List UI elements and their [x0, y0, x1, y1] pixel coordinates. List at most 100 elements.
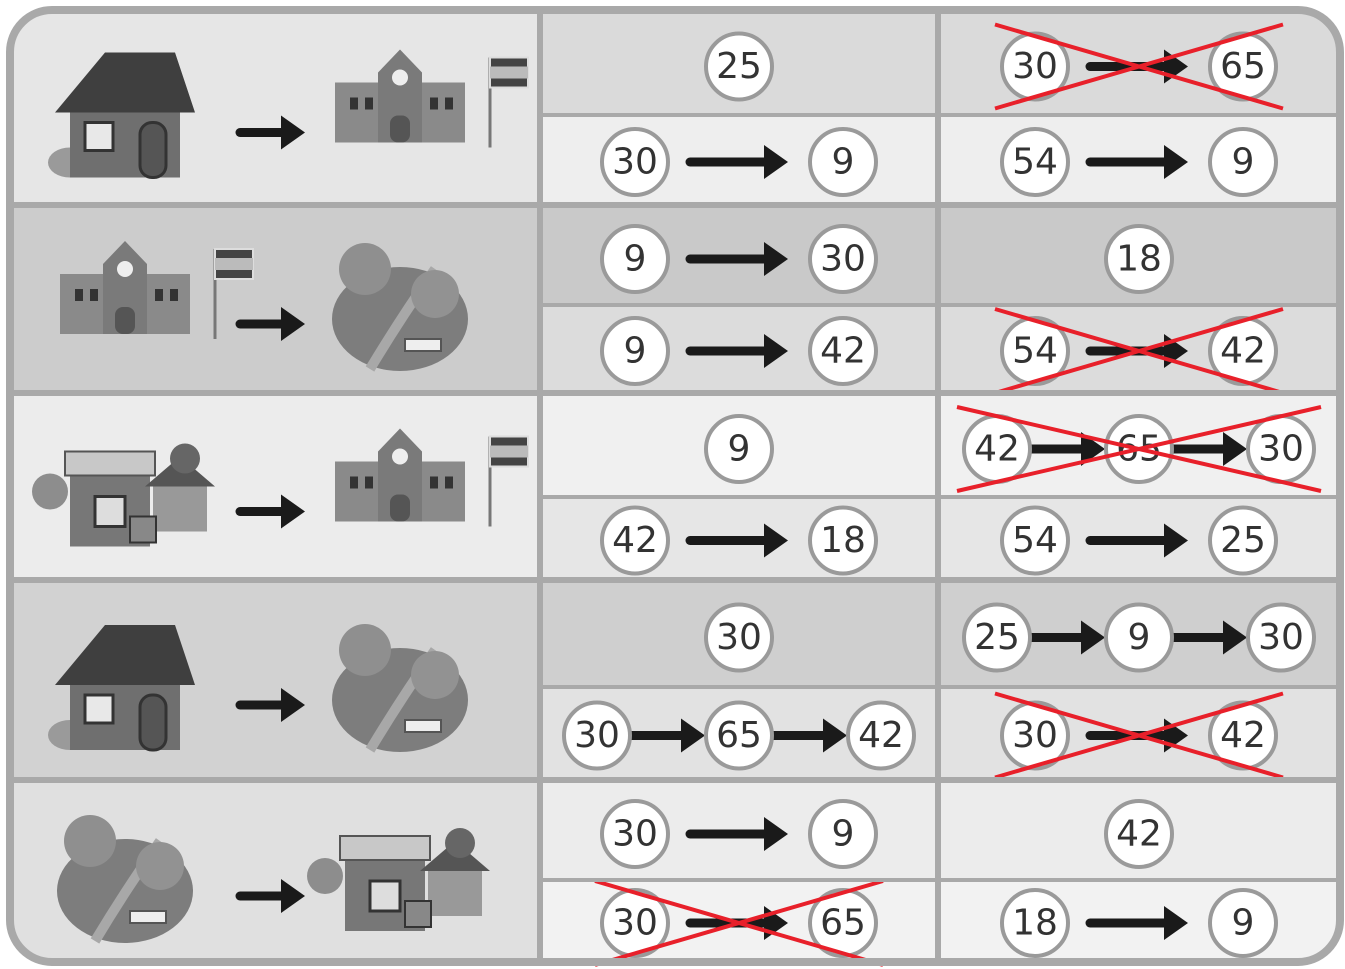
stop-circle [600, 888, 670, 958]
arrow-head [681, 718, 705, 753]
shop-awning [339, 835, 431, 861]
stop-circle [1208, 888, 1278, 958]
table-row: 25 30 9 30 65 54 9 [48, 22, 1284, 197]
stop-number: 30 [612, 814, 658, 855]
stop-number: 9 [1232, 142, 1255, 183]
stop-circle [808, 505, 878, 576]
tree [64, 815, 116, 867]
cross-out [594, 879, 884, 967]
stop-circle [1208, 505, 1278, 576]
arrow-head [764, 817, 788, 851]
stop-number: 30 [612, 142, 658, 183]
stop-number: 18 [1012, 903, 1058, 944]
arrow-head [281, 879, 305, 913]
school-window [350, 476, 358, 489]
house-window [83, 121, 115, 152]
arrow-head [764, 334, 788, 368]
stop-circle [1000, 31, 1070, 102]
house-roof [55, 52, 195, 113]
stop-number: 54 [1012, 520, 1058, 561]
stop-number: 65 [716, 715, 762, 756]
stop-circle [962, 602, 1032, 673]
cross-out [994, 22, 1284, 111]
crate [129, 515, 157, 544]
stop-number: 30 [820, 239, 866, 280]
stop-circle [1000, 316, 1070, 386]
shop-window [93, 495, 127, 528]
flag-stripe [490, 445, 528, 458]
stop-circle [1208, 700, 1278, 771]
school-clock [392, 448, 408, 465]
stop-circle [1104, 602, 1174, 673]
stop-circle [808, 127, 878, 197]
arrow-head [281, 115, 305, 150]
table-row: 30 9 30 65 42 18 9 [57, 799, 1278, 967]
arrow-head [823, 718, 847, 753]
stop-number: 65 [820, 903, 866, 944]
school-window [365, 476, 373, 489]
stop-circle [1104, 799, 1174, 869]
stop-circle [600, 799, 670, 869]
tree [339, 243, 391, 295]
stop-circle [704, 700, 774, 771]
stop-number: 9 [1232, 903, 1255, 944]
stop-number: 9 [832, 142, 855, 183]
cross-out [956, 405, 1322, 493]
school-clock [117, 261, 133, 277]
table-row: 30 30 65 42 25 9 30 30 42 [48, 602, 1316, 780]
school-tower [378, 49, 422, 143]
stop-number: 42 [1116, 814, 1162, 855]
stop-circle [1104, 224, 1174, 294]
tree [411, 651, 459, 699]
school-door [390, 115, 410, 143]
house-roof [55, 625, 195, 685]
school-tower [378, 428, 422, 522]
school-tower [103, 241, 147, 334]
tree [339, 624, 391, 676]
stop-circle [562, 700, 632, 771]
stop-circle [846, 700, 916, 771]
shop-window [368, 879, 402, 913]
arrow-head [764, 242, 788, 276]
school-window [430, 97, 438, 110]
arrow-head [281, 307, 305, 341]
stop-circle [1000, 888, 1070, 958]
fruit [170, 443, 200, 474]
school-window [75, 289, 83, 301]
arrow-head [1081, 432, 1105, 466]
stop-number: 9 [624, 239, 647, 280]
arrow-head [1223, 620, 1247, 655]
stop-circle [704, 414, 774, 484]
table-row: 9 30 9 42 18 54 42 [60, 224, 1284, 395]
stop-number: 30 [1258, 617, 1304, 658]
stop-circle [808, 224, 878, 294]
stop-number: 65 [1220, 46, 1266, 87]
school-window [365, 97, 373, 110]
stop-circle [1000, 505, 1070, 576]
school-window [170, 289, 178, 301]
stall [428, 871, 482, 916]
stop-number: 30 [1012, 46, 1058, 87]
arrow-head [764, 523, 788, 558]
house-door [138, 693, 168, 752]
cross-out [994, 691, 1284, 780]
stop-number: 42 [820, 331, 866, 372]
stop-number: 9 [728, 429, 751, 470]
cross-out [994, 307, 1284, 395]
table-content: 2530930655499309421854429421842653054253… [10, 10, 1340, 967]
arrow-head [1081, 620, 1105, 655]
house-window [83, 693, 115, 725]
stop-circle [1000, 127, 1070, 197]
arrow-head [1164, 523, 1188, 558]
stop-circle [704, 31, 774, 102]
stop-number: 30 [716, 617, 762, 658]
bench [404, 338, 442, 352]
stop-circle [1208, 127, 1278, 197]
shop-awning [64, 450, 156, 477]
stop-circle [1000, 700, 1070, 771]
bench [129, 910, 167, 924]
school-clock [392, 69, 408, 86]
arrow-head [281, 494, 305, 529]
stop-number: 18 [1116, 239, 1162, 280]
